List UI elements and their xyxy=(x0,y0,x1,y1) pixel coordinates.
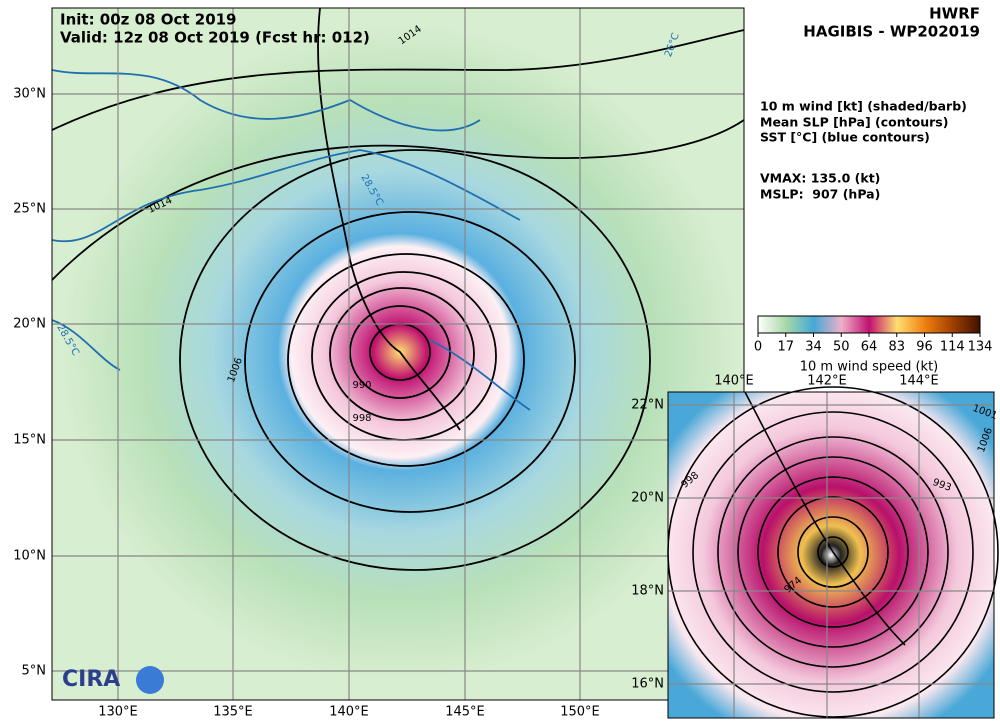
grid xyxy=(52,8,744,700)
lat-label: 25°N xyxy=(13,202,46,217)
contour-label: 990 xyxy=(352,380,371,391)
inset-lon-label: 142°E xyxy=(807,374,847,389)
valid-time: Valid: 12z 08 Oct 2019 (Fcst hr: 012) xyxy=(60,29,370,47)
init-time: Init: 00z 08 Oct 2019 xyxy=(60,11,237,29)
slp-contours xyxy=(51,7,745,571)
model-name: HWRF xyxy=(929,5,980,23)
inset-lon-label: 140°E xyxy=(714,374,754,389)
lat-label: 5°N xyxy=(22,664,47,679)
colorbar-tick-label: 0 xyxy=(754,340,762,355)
lat-label: 20°N xyxy=(13,317,46,332)
inset-lat-label: 22°N xyxy=(631,398,664,413)
colorbar-segment xyxy=(924,316,953,333)
colorbar-tick-label: 50 xyxy=(833,340,850,355)
contour-label: 998 xyxy=(352,413,371,424)
mslp: MSLP: 907 (hPa) xyxy=(760,187,880,202)
lat-label: 15°N xyxy=(13,433,46,448)
colorbar-tick-label: 114 xyxy=(940,340,965,355)
legend-line: SST [°C] (blue contours) xyxy=(760,130,930,145)
inset-lon-label: 144°E xyxy=(899,374,939,389)
inset-shading xyxy=(668,392,994,718)
vmax: VMAX: 135.0 (kt) xyxy=(760,171,880,186)
sst-contours xyxy=(51,69,531,411)
colorbar-tick-label: 17 xyxy=(777,340,794,355)
colorbar-segment xyxy=(869,316,898,333)
colorbar-tick-label: 34 xyxy=(805,340,822,355)
main-map: Init: 00z 08 Oct 2019 Valid: 12z 08 Oct … xyxy=(51,7,745,701)
colorbar-segment xyxy=(841,316,870,333)
colorbar-tick-label: 83 xyxy=(888,340,905,355)
colorbar-tick-label: 64 xyxy=(861,340,878,355)
legend-line: Mean SLP [hPa] (contours) xyxy=(760,115,948,130)
legend-line: 10 m wind [kt] (shaded/barb) xyxy=(760,99,967,114)
lon-label: 140°E xyxy=(329,705,369,720)
inset-grid xyxy=(668,392,994,718)
colorbar-segment xyxy=(896,316,925,333)
logo: CIRA xyxy=(62,667,120,692)
map-frame xyxy=(51,7,745,701)
inset-lat-label: 20°N xyxy=(631,491,664,506)
lat-label: 10°N xyxy=(13,549,46,564)
lon-label: 150°E xyxy=(560,705,600,720)
inset-frame xyxy=(667,391,995,719)
colorbar-label: 10 m wind speed (kt) xyxy=(800,360,939,375)
lon-label: 130°E xyxy=(98,705,138,720)
logo-globe xyxy=(136,666,164,694)
inset-map xyxy=(667,386,999,719)
lon-label: 145°E xyxy=(445,705,485,720)
colorbar-segment xyxy=(952,316,981,333)
lat-label: 30°N xyxy=(13,87,46,102)
colorbar-tick-label: 96 xyxy=(916,340,933,355)
colorbar-segment xyxy=(785,316,814,333)
inset-lat-label: 16°N xyxy=(631,677,664,692)
storm-name: HAGIBIS - WP202019 xyxy=(803,23,980,41)
colorbar-tick-label: 134 xyxy=(968,340,993,355)
lon-label: 135°E xyxy=(213,705,253,720)
inset-lat-label: 18°N xyxy=(631,584,664,599)
colorbar-segment xyxy=(813,316,842,333)
colorbar-segment xyxy=(758,316,787,333)
